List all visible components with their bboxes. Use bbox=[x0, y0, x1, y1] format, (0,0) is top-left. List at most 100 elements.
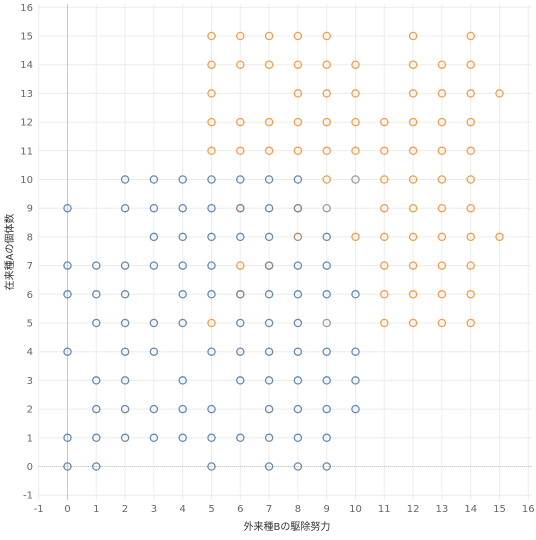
zero-lines bbox=[38, 4, 532, 500]
data-point bbox=[120, 261, 130, 270]
data-point bbox=[322, 404, 331, 414]
data-point bbox=[178, 376, 187, 385]
x-tick-label: 7 bbox=[266, 504, 272, 515]
data-point bbox=[236, 318, 245, 328]
x-tick-label: 3 bbox=[151, 504, 157, 515]
data-point bbox=[149, 203, 159, 213]
data-point bbox=[293, 146, 303, 156]
data-point bbox=[322, 146, 331, 156]
data-point bbox=[466, 203, 475, 213]
data-point bbox=[92, 433, 101, 443]
data-point bbox=[466, 89, 475, 98]
data-point bbox=[322, 462, 331, 471]
data-point bbox=[236, 60, 245, 69]
data-point bbox=[264, 232, 274, 242]
data-point bbox=[236, 203, 245, 213]
data-point bbox=[178, 232, 187, 242]
data-point bbox=[63, 433, 72, 443]
data-point bbox=[322, 290, 331, 299]
data-point bbox=[351, 146, 360, 156]
data-point bbox=[264, 146, 274, 156]
data-point bbox=[63, 290, 72, 299]
data-point bbox=[264, 376, 274, 385]
x-tick-label: 14 bbox=[464, 504, 477, 515]
data-point bbox=[149, 404, 159, 414]
data-point bbox=[351, 347, 360, 356]
data-point bbox=[236, 347, 245, 356]
data-point bbox=[322, 261, 331, 270]
data-point bbox=[380, 117, 389, 127]
x-axis-title: 外来種Bの駆除努力 bbox=[244, 520, 331, 533]
data-point bbox=[264, 347, 274, 356]
y-tick-label: 14 bbox=[20, 60, 33, 71]
y-tick-label: 11 bbox=[20, 146, 33, 157]
data-point bbox=[149, 175, 159, 184]
data-point bbox=[322, 203, 331, 213]
y-axis-title: 在来種Aの個体数 bbox=[3, 214, 16, 291]
data-point bbox=[264, 203, 274, 213]
data-point bbox=[351, 89, 360, 98]
data-point bbox=[236, 376, 245, 385]
data-point bbox=[495, 232, 504, 242]
y-tick-label: 13 bbox=[20, 89, 33, 100]
data-point bbox=[92, 318, 101, 328]
data-point bbox=[380, 203, 389, 213]
x-tick-label: 5 bbox=[208, 504, 214, 515]
data-point bbox=[264, 31, 274, 41]
data-point bbox=[322, 318, 331, 328]
data-point bbox=[437, 232, 447, 242]
data-point bbox=[293, 31, 303, 41]
y-tick-label: 12 bbox=[20, 118, 33, 129]
data-point bbox=[466, 261, 475, 270]
data-point bbox=[207, 117, 216, 127]
data-point bbox=[207, 89, 216, 98]
data-point bbox=[322, 347, 331, 356]
data-point bbox=[264, 462, 274, 471]
data-point bbox=[466, 318, 475, 328]
data-point bbox=[264, 404, 274, 414]
data-point bbox=[408, 89, 418, 98]
data-point bbox=[293, 462, 303, 471]
data-point bbox=[293, 290, 303, 299]
data-point bbox=[236, 117, 245, 127]
data-point bbox=[264, 175, 274, 184]
data-point bbox=[264, 290, 274, 299]
data-point bbox=[437, 261, 447, 270]
data-point bbox=[236, 290, 245, 299]
data-point bbox=[264, 117, 274, 127]
data-point bbox=[293, 261, 303, 270]
data-point bbox=[322, 60, 331, 69]
y-tick-label: 3 bbox=[27, 376, 33, 387]
x-tick-label: 10 bbox=[349, 504, 362, 515]
data-point bbox=[207, 347, 216, 356]
data-point bbox=[437, 117, 447, 127]
data-point bbox=[408, 232, 418, 242]
data-point bbox=[437, 175, 447, 184]
data-point bbox=[408, 203, 418, 213]
data-point bbox=[322, 376, 331, 385]
data-point bbox=[466, 31, 475, 41]
data-point bbox=[380, 175, 389, 184]
y-tick-label: 2 bbox=[27, 405, 33, 416]
data-point bbox=[178, 175, 187, 184]
x-axis-ticks: -1 0 1 2 3 4 5 6 7 8 9 10 11 12 13 14 15 16 bbox=[34, 504, 535, 515]
data-point bbox=[207, 290, 216, 299]
data-point bbox=[178, 203, 187, 213]
data-point bbox=[466, 117, 475, 127]
data-point bbox=[207, 462, 216, 471]
data-point bbox=[149, 433, 159, 443]
data-point bbox=[207, 318, 216, 328]
y-tick-label: 6 bbox=[27, 290, 33, 301]
data-point bbox=[236, 433, 245, 443]
data-point bbox=[351, 117, 360, 127]
data-point bbox=[293, 433, 303, 443]
data-point bbox=[207, 232, 216, 242]
y-tick-label: 4 bbox=[27, 347, 33, 358]
data-point bbox=[264, 318, 274, 328]
data-point bbox=[380, 318, 389, 328]
data-point bbox=[437, 290, 447, 299]
data-point bbox=[120, 203, 130, 213]
data-point bbox=[437, 203, 447, 213]
data-point bbox=[63, 203, 72, 213]
